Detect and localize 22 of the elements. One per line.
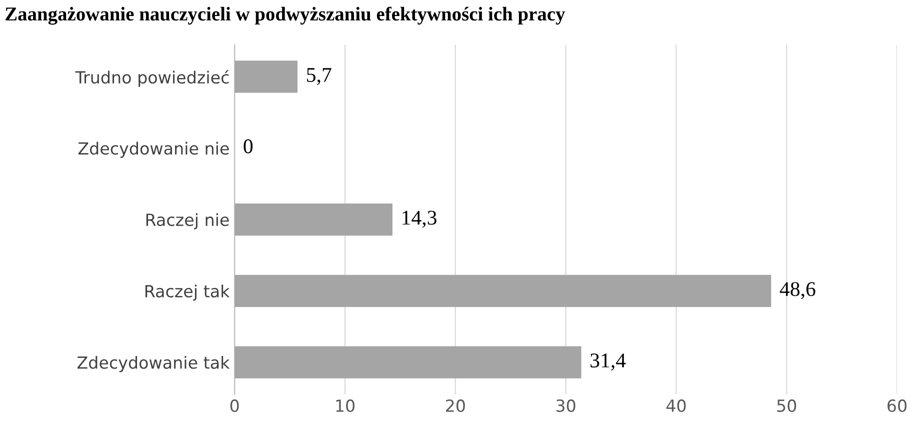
data-label: 31,4 [590,354,626,371]
y-tick-label: Raczej nie [146,213,229,230]
data-label: 5,7 [307,68,332,85]
x-tick-label: 20 [446,399,465,412]
x-tick-label: 30 [556,399,576,412]
data-label: 14,3 [402,210,436,228]
bar [234,274,772,307]
bar [234,60,298,93]
x-tick-label: 40 [666,399,686,412]
x-tick-label: 60 [888,399,906,412]
y-tick-label: Zdecydowanie tak [77,356,230,372]
x-tick-label: 0 [230,399,239,412]
y-tick-label: Trudno powiedzieć [75,70,229,87]
y-tick-label: Raczej tak [145,284,230,301]
bar [234,203,392,236]
x-tick-label: 10 [336,399,354,412]
data-label: 0 [244,139,253,154]
y-tick-label: Zdecydowanie nie [78,142,229,158]
x-tick-label: 50 [777,399,796,412]
data-label: 48,6 [780,282,816,300]
bar [234,346,582,378]
chart-title: Zaangażowanie nauczycieli w podwyższaniu efektywności ich pracy [6,6,566,25]
